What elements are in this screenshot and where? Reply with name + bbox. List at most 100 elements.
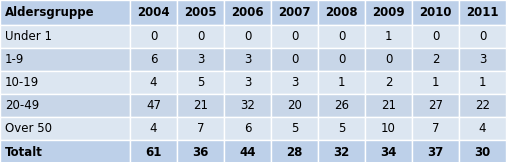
Text: 6: 6 xyxy=(244,122,251,135)
Bar xyxy=(0,140,130,162)
Text: 1: 1 xyxy=(338,76,345,89)
Bar xyxy=(224,71,271,94)
Bar xyxy=(0,25,130,48)
Text: 0: 0 xyxy=(338,53,345,66)
Text: 3: 3 xyxy=(244,53,251,66)
Text: 36: 36 xyxy=(192,146,208,159)
Text: 3: 3 xyxy=(291,76,298,89)
Bar xyxy=(271,94,318,117)
Text: 47: 47 xyxy=(146,99,161,112)
Text: 20-49: 20-49 xyxy=(5,99,39,112)
Bar xyxy=(365,140,412,162)
Bar xyxy=(365,48,412,71)
Bar xyxy=(271,140,318,162)
Bar xyxy=(365,117,412,140)
Text: 20: 20 xyxy=(287,99,302,112)
Text: 1: 1 xyxy=(385,30,392,43)
Text: 1-9: 1-9 xyxy=(5,53,25,66)
Text: Under 1: Under 1 xyxy=(5,30,52,43)
Text: 21: 21 xyxy=(381,99,396,112)
Text: 0: 0 xyxy=(244,30,251,43)
Bar xyxy=(271,0,318,25)
Bar xyxy=(0,0,130,25)
Bar xyxy=(365,0,412,25)
Text: 27: 27 xyxy=(428,99,443,112)
Bar xyxy=(459,117,506,140)
Text: 0: 0 xyxy=(385,53,392,66)
Bar xyxy=(365,25,412,48)
Text: 2004: 2004 xyxy=(137,6,170,19)
Text: 7: 7 xyxy=(197,122,204,135)
Bar xyxy=(459,0,506,25)
Text: 61: 61 xyxy=(145,146,161,159)
Bar xyxy=(318,48,365,71)
Text: 10-19: 10-19 xyxy=(5,76,39,89)
Text: 3: 3 xyxy=(244,76,251,89)
Text: 0: 0 xyxy=(291,53,298,66)
Text: 5: 5 xyxy=(338,122,345,135)
Text: 0: 0 xyxy=(432,30,439,43)
Bar xyxy=(459,140,506,162)
Bar xyxy=(318,140,365,162)
Bar xyxy=(0,48,130,71)
Text: 10: 10 xyxy=(381,122,396,135)
Text: 5: 5 xyxy=(291,122,298,135)
Bar xyxy=(271,48,318,71)
Text: 44: 44 xyxy=(239,146,256,159)
Bar xyxy=(318,25,365,48)
Text: Aldersgruppe: Aldersgruppe xyxy=(5,6,95,19)
Bar xyxy=(412,94,459,117)
Bar xyxy=(177,71,224,94)
Text: 2008: 2008 xyxy=(325,6,358,19)
Text: 37: 37 xyxy=(427,146,444,159)
Bar xyxy=(271,117,318,140)
Text: 0: 0 xyxy=(197,30,204,43)
Text: 4: 4 xyxy=(150,122,157,135)
Bar xyxy=(130,48,177,71)
Bar xyxy=(224,0,271,25)
Text: 1: 1 xyxy=(479,76,486,89)
Text: 21: 21 xyxy=(193,99,208,112)
Bar xyxy=(177,25,224,48)
Text: 30: 30 xyxy=(474,146,491,159)
Bar xyxy=(412,140,459,162)
Bar xyxy=(459,25,506,48)
Bar xyxy=(0,94,130,117)
Bar xyxy=(224,48,271,71)
Text: 6: 6 xyxy=(150,53,157,66)
Bar xyxy=(318,71,365,94)
Bar xyxy=(459,71,506,94)
Text: 4: 4 xyxy=(479,122,486,135)
Bar xyxy=(412,0,459,25)
Text: 7: 7 xyxy=(432,122,439,135)
Bar xyxy=(0,117,130,140)
Bar xyxy=(271,25,318,48)
Bar xyxy=(130,94,177,117)
Bar xyxy=(130,25,177,48)
Text: 2009: 2009 xyxy=(372,6,405,19)
Text: 32: 32 xyxy=(240,99,255,112)
Bar xyxy=(365,71,412,94)
Text: 3: 3 xyxy=(479,53,486,66)
Bar xyxy=(412,117,459,140)
Bar xyxy=(271,71,318,94)
Bar xyxy=(365,94,412,117)
Text: 3: 3 xyxy=(197,53,204,66)
Bar xyxy=(130,0,177,25)
Text: 2007: 2007 xyxy=(278,6,311,19)
Bar xyxy=(177,140,224,162)
Text: 1: 1 xyxy=(432,76,439,89)
Text: 2: 2 xyxy=(385,76,392,89)
Text: 5: 5 xyxy=(197,76,204,89)
Text: 28: 28 xyxy=(286,146,303,159)
Bar xyxy=(412,48,459,71)
Text: 32: 32 xyxy=(333,146,350,159)
Text: 2010: 2010 xyxy=(419,6,452,19)
Bar xyxy=(130,117,177,140)
Bar xyxy=(224,117,271,140)
Bar xyxy=(459,48,506,71)
Bar xyxy=(412,71,459,94)
Text: 34: 34 xyxy=(380,146,397,159)
Text: 2005: 2005 xyxy=(184,6,217,19)
Bar xyxy=(0,71,130,94)
